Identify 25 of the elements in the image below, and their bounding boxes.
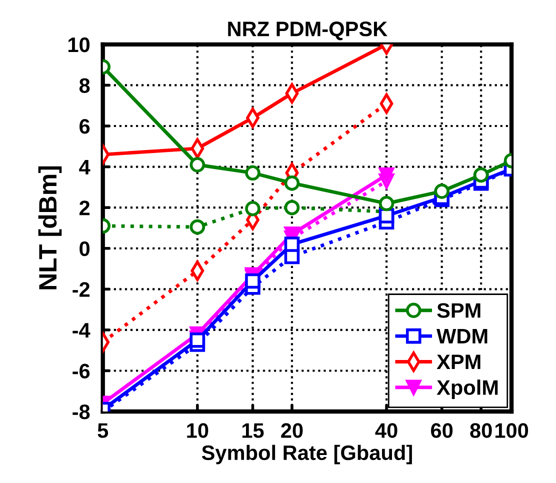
x-tick-label: 60 (431, 423, 453, 438)
x-tick-label: 100 (495, 423, 528, 438)
y-tick-label: 6 (80, 119, 90, 134)
y-tick-label: -4 (72, 323, 90, 338)
x-tick-label: 10 (187, 423, 208, 438)
x-axis-title: Symbol Rate [Gbaud] (202, 444, 412, 464)
legend-label: SPM (437, 303, 480, 318)
y-axis-title: NLT [dBm] (38, 166, 62, 290)
y-tick-label: 8 (79, 78, 90, 93)
y-tick-label: 10 (68, 37, 90, 52)
x-tick-label: 40 (375, 423, 398, 438)
y-tick-label: 4 (79, 160, 90, 174)
legend-label: XpolM (436, 380, 498, 400)
x-tick-label: 20 (281, 423, 303, 438)
y-tick-label: -6 (72, 364, 90, 378)
x-tick-label: 15 (242, 423, 264, 438)
legend-label: XPM (436, 354, 480, 370)
x-tick-label: 80 (470, 423, 492, 438)
x-tick-label: 5 (98, 423, 108, 438)
y-tick-label: -2 (72, 282, 90, 297)
chart-title: NRZ PDM-QPSK (228, 22, 388, 40)
legend-label: WDM (436, 329, 488, 344)
y-tick-label: 0 (80, 241, 90, 256)
y-tick-label: 2 (79, 200, 90, 216)
y-tick-label: -8 (72, 404, 90, 420)
